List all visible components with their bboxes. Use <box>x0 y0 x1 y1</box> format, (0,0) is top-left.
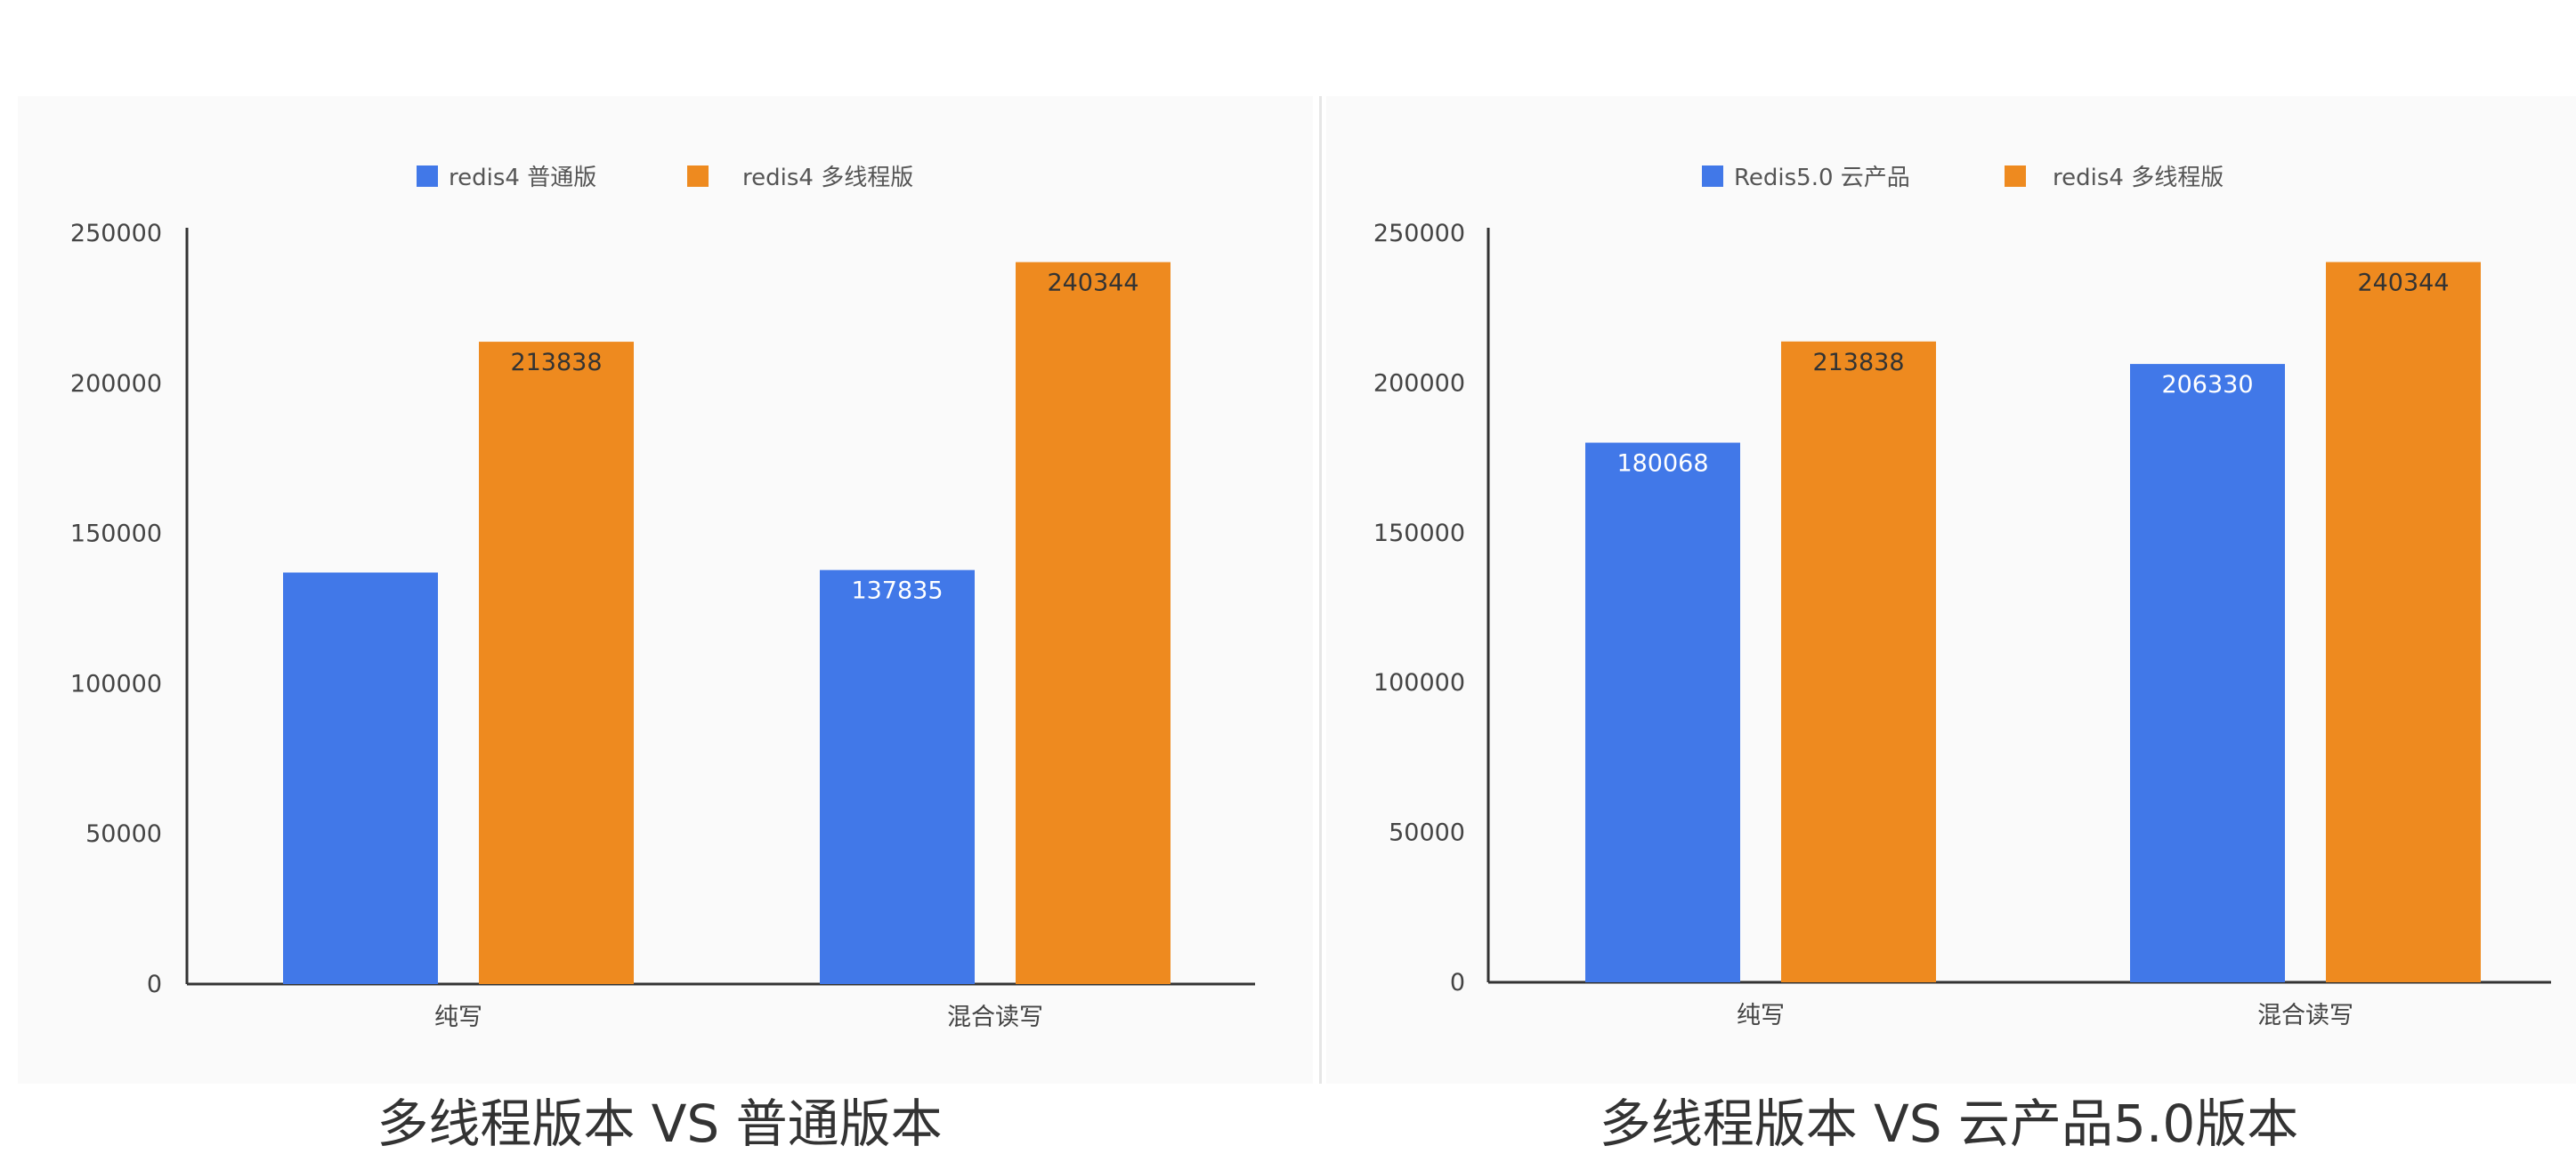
legend-entry: redis4 多线程版 <box>2053 165 2224 191</box>
legend-entry: redis4 普通版 <box>449 165 596 191</box>
bar <box>1585 442 1740 982</box>
legend-swatch <box>687 165 709 187</box>
x-category-label: 纯写 <box>1737 1002 1785 1029</box>
data-label: 213838 <box>1812 349 1904 376</box>
y-tick-label: 150000 <box>70 520 162 548</box>
y-tick-label: 0 <box>147 971 162 998</box>
caption-right: 多线程版本 VS 云产品5.0版本 <box>1599 1093 2299 1154</box>
data-label: 240344 <box>1047 270 1138 297</box>
y-tick-label: 150000 <box>1373 520 1465 547</box>
bar <box>479 342 634 985</box>
bar <box>2130 364 2285 982</box>
y-tick-label: 250000 <box>70 220 162 247</box>
y-tick-label: 100000 <box>1373 669 1465 697</box>
bar <box>1016 262 1171 985</box>
y-tick-label: 50000 <box>85 820 162 848</box>
bar <box>1781 341 1936 983</box>
y-tick-label: 0 <box>1450 969 1465 997</box>
y-tick-label: 50000 <box>1389 819 1465 847</box>
bar <box>820 569 975 984</box>
data-label: 206330 <box>2161 371 2253 399</box>
y-tick-label: 100000 <box>70 670 162 698</box>
y-tick-label: 200000 <box>1373 369 1465 397</box>
caption-left: 多线程版本 VS 普通版本 <box>377 1093 943 1154</box>
x-category-label: 混合读写 <box>947 1004 1043 1031</box>
data-label: 137835 <box>851 577 943 605</box>
panel-divider <box>1319 96 1322 1084</box>
bar <box>283 572 438 984</box>
x-category-label: 混合读写 <box>2257 1002 2353 1029</box>
legend-swatch <box>1702 165 1723 187</box>
legend-entry: redis4 多线程版 <box>742 165 913 191</box>
data-label: 240344 <box>2357 270 2449 297</box>
y-tick-label: 250000 <box>1373 220 1465 247</box>
bar <box>2326 262 2481 983</box>
y-tick-label: 200000 <box>70 370 162 398</box>
x-category-label: 纯写 <box>434 1004 482 1031</box>
legend-swatch <box>2005 165 2026 187</box>
legend-entry: Redis5.0 云产品 <box>1734 165 1910 191</box>
data-label: 213838 <box>510 349 602 376</box>
legend-swatch <box>417 165 438 187</box>
data-label: 180068 <box>1616 450 1708 478</box>
